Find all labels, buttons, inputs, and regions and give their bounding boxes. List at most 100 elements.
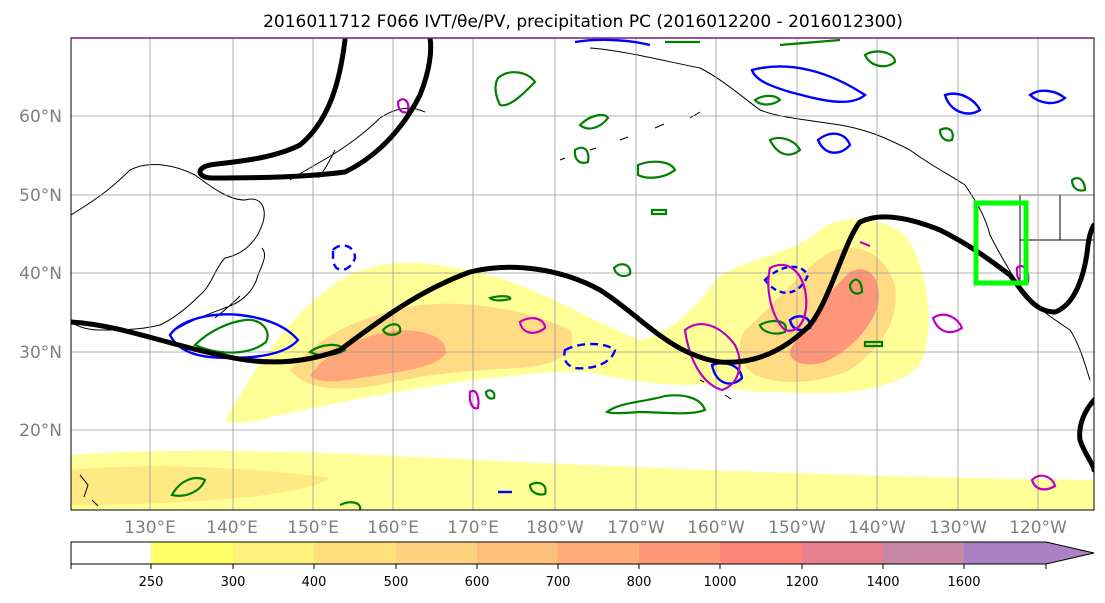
- mag-6: [1030, 474, 1057, 491]
- target-region-box: [973, 200, 1029, 286]
- pv-green-3: [487, 295, 512, 302]
- colorbar-segments: [151, 542, 1046, 564]
- lon-label: 130°E: [124, 518, 176, 538]
- pv-green-japan: [193, 318, 269, 354]
- colorbar-tick-label: 700: [546, 575, 571, 590]
- ivt-band-600: [310, 330, 446, 382]
- blue-dashed-2: [563, 342, 617, 370]
- colorbar-tick-label: 1200: [785, 575, 818, 590]
- lon-label: 140°E: [206, 518, 258, 538]
- colorbar-segment: [802, 542, 883, 564]
- colorbar-extend-arrow: [1046, 542, 1094, 564]
- colorbar-tick-label: 1400: [866, 575, 899, 590]
- map-panel: 60°N 50°N 40°N 30°N 20°N 130°E 140°E 150…: [19, 37, 1095, 538]
- jet-north: [197, 38, 434, 181]
- asia-coast: [71, 164, 265, 331]
- latitude-labels: 60°N 50°N 40°N 30°N 20°N: [19, 107, 62, 441]
- blue-ak-2: [816, 132, 852, 154]
- colorbar-tick-label: 500: [384, 575, 409, 590]
- colorbar-segment: [233, 542, 314, 564]
- pv-green-11: [650, 208, 668, 216]
- blue-ak-4: [1028, 89, 1067, 105]
- colorbar-segment: [558, 542, 639, 564]
- pv-green-4: [612, 263, 632, 278]
- pv-green-20: [665, 38, 841, 47]
- pv-contours-green: [170, 38, 1087, 510]
- colorbar-under-segment: [71, 542, 151, 564]
- philippines: [79, 474, 99, 507]
- jet-main: [71, 214, 1094, 365]
- lon-label: 140°W: [848, 518, 906, 538]
- ivt-south-band: [71, 450, 1094, 510]
- pv-green-12: [768, 136, 802, 156]
- colorbar-tick-label: 1600: [947, 575, 980, 590]
- colorbar-tick-label: 800: [627, 575, 652, 590]
- colorbar-tick-labels: 250 300 400 500 600 700 800 1000 1200 14…: [139, 575, 981, 590]
- pv-green-13: [753, 94, 782, 106]
- colorbar-tick-label: 1000: [703, 575, 736, 590]
- colorbar-segment: [639, 542, 720, 564]
- longitude-labels: 130°E 140°E 150°E 160°E 170°E 180°W 170°…: [124, 518, 1067, 538]
- lat-label: 40°N: [19, 264, 62, 284]
- lon-label: 130°W: [929, 518, 987, 538]
- colorbar-segment: [396, 542, 477, 564]
- lon-label: 170°W: [607, 518, 665, 538]
- colorbar-outline: [70, 541, 1095, 565]
- mag-3: [767, 263, 808, 332]
- figure-title: 2016011712 F066 IVT/θe/PV, precipitation…: [263, 12, 903, 32]
- pv-green-18: [758, 319, 787, 335]
- blue-top: [574, 38, 651, 47]
- pv-green-9: [636, 160, 677, 179]
- pv-green-5: [604, 394, 707, 415]
- pv-green-17: [848, 278, 864, 295]
- pv-green-14: [863, 50, 897, 68]
- colorbar-segment: [151, 542, 233, 564]
- jet-east-low: [1077, 397, 1094, 473]
- colorbar-tick-label: 300: [221, 575, 246, 590]
- colorbar-tick-label: 250: [139, 575, 164, 590]
- theta-e-contour: [71, 38, 1094, 473]
- lat-label: 60°N: [19, 107, 62, 127]
- colorbar-segment: [477, 542, 558, 564]
- colorbar-segment: [883, 542, 964, 564]
- mag-2: [683, 323, 741, 392]
- mag-9: [859, 240, 871, 248]
- lat-label: 50°N: [19, 186, 62, 206]
- colorbar-ticks: [70, 564, 1047, 569]
- lon-label: 170°E: [447, 518, 499, 538]
- colorbar-tick-label: 400: [302, 575, 327, 590]
- colorbar: 250 300 400 500 600 700 800 1000 1200 14…: [70, 541, 1095, 590]
- mag-8: [468, 389, 480, 410]
- mag-1: [518, 317, 547, 334]
- pv-green-10: [494, 71, 537, 107]
- blue-ak-1: [750, 65, 867, 104]
- pv-green-19: [863, 340, 884, 348]
- pv-green-8: [573, 146, 590, 164]
- pv-green-16: [1070, 176, 1087, 192]
- pv-green-15: [938, 127, 954, 142]
- blue-japan: [168, 313, 300, 360]
- lon-label: 180°W: [526, 518, 584, 538]
- pv-contours-magenta: [396, 98, 1057, 491]
- pv-green-7: [578, 113, 610, 130]
- pv-green-23: [339, 501, 362, 510]
- lon-label: 150°W: [768, 518, 826, 538]
- pv-green-2: [381, 323, 402, 336]
- lon-label: 120°W: [1009, 518, 1067, 538]
- lon-label: 160°W: [687, 518, 745, 538]
- pv-green-21: [484, 389, 496, 400]
- colorbar-segment: [720, 542, 802, 564]
- lat-label: 30°N: [19, 343, 62, 363]
- graticule: [71, 38, 1094, 510]
- blue-dashed-1: [331, 244, 357, 272]
- colorbar-segment: [314, 542, 396, 564]
- lon-label: 150°E: [287, 518, 339, 538]
- pv-green-6: [170, 477, 207, 497]
- blue-ak-3: [943, 92, 982, 115]
- lon-label: 160°E: [367, 518, 419, 538]
- mag-4: [931, 313, 964, 334]
- pv-green-22: [528, 481, 547, 496]
- map-background: [71, 38, 1094, 510]
- aleutian-chain: [559, 111, 701, 161]
